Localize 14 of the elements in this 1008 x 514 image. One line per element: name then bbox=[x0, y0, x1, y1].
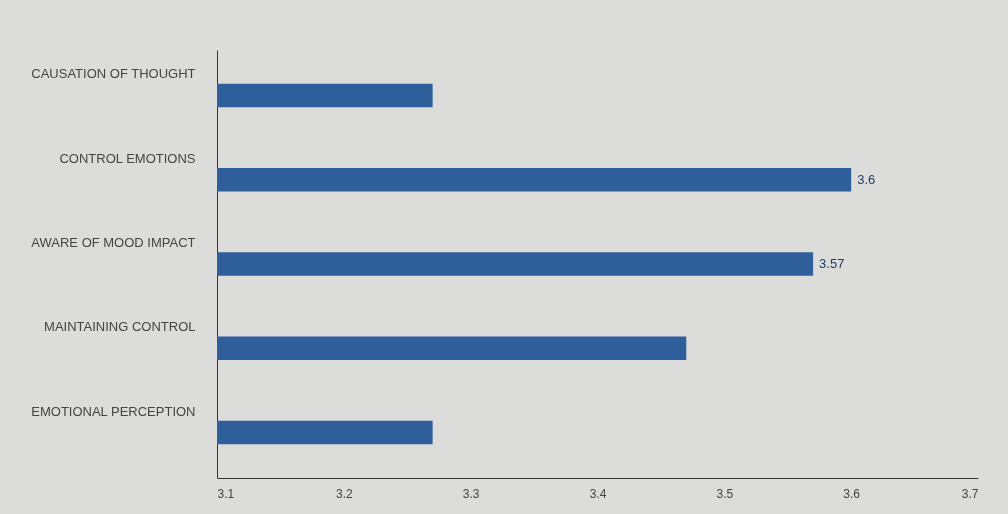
y-tick-label: EMOTIONAL PERCEPTION bbox=[31, 403, 196, 419]
y-tick-label: AWARE OF MOOD IMPACT bbox=[31, 235, 196, 250]
x-tick-label: 3.2 bbox=[335, 486, 353, 501]
y-tick-label: CONTROL EMOTIONS bbox=[59, 150, 196, 166]
data-label: 3.57 bbox=[819, 256, 845, 271]
x-tick-label: 3.1 bbox=[217, 486, 235, 501]
y-tick-label: MAINTAINING CONTROL bbox=[44, 319, 196, 335]
x-tick-label: 3.6 bbox=[843, 486, 861, 501]
x-tick-label: 3.7 bbox=[961, 486, 979, 501]
data-label: 3.6 bbox=[857, 171, 876, 187]
x-tick-label: 3.5 bbox=[716, 486, 734, 501]
x-tick-label: 3.3 bbox=[462, 486, 480, 501]
x-tick-label: 3.4 bbox=[589, 486, 607, 501]
y-tick-label: CAUSATION OF THOUGHT bbox=[31, 66, 196, 82]
